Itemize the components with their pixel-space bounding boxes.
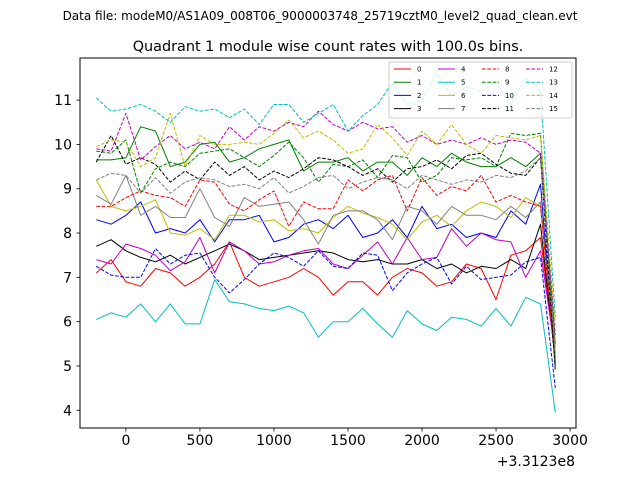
x-tick-label: 3000	[552, 433, 588, 449]
legend-label-10: 10	[505, 92, 514, 100]
legend-label-15: 15	[549, 105, 558, 113]
series-line-10	[96, 248, 556, 389]
plot-area-frame	[79, 57, 577, 429]
x-tick-label: 500	[187, 433, 214, 449]
x-tick-label: 2500	[478, 433, 514, 449]
series-line-4	[96, 228, 556, 353]
legend-label-6: 6	[461, 92, 466, 100]
series-line-6	[95, 179, 556, 353]
x-axis-offset-label: +3.3123e8	[497, 454, 575, 470]
legend-label-4: 4	[461, 66, 466, 74]
y-tick-label: 7	[63, 270, 72, 286]
legend-label-7: 7	[461, 105, 465, 113]
y-tick-label: 6	[63, 315, 72, 331]
chart-title: Quadrant 1 module wise count rates with …	[133, 39, 524, 55]
series-line-14	[96, 112, 556, 327]
series-line-1	[96, 126, 556, 344]
y-tick-label: 8	[63, 226, 72, 242]
legend-label-11: 11	[505, 105, 514, 113]
series-line-15	[96, 157, 556, 349]
y-axis: 4 5 6 7 8 9 10 11	[54, 93, 80, 419]
y-tick-label: 10	[54, 137, 72, 153]
series-line-9	[96, 132, 556, 367]
series-line-3	[96, 223, 556, 362]
series-line-0	[95, 237, 556, 358]
x-tick-label: 2000	[404, 433, 440, 449]
legend-label-3: 3	[417, 105, 421, 113]
x-axis: 0 500 1000 1500 2000 2500 3000	[121, 428, 588, 449]
y-tick-label: 5	[63, 359, 72, 375]
legend-label-0: 0	[417, 66, 421, 74]
series-line-5	[96, 279, 556, 413]
legend-label-2: 2	[417, 92, 421, 100]
x-tick-label: 1500	[330, 433, 366, 449]
y-tick-label: 11	[54, 93, 72, 109]
legend-label-1: 1	[417, 79, 421, 87]
series-line-7	[96, 174, 556, 362]
series-line-11	[95, 135, 556, 371]
legend-label-12: 12	[549, 66, 558, 74]
plot-series-layer	[95, 73, 556, 413]
chart-suptitle: Data file: modeM0/AS1A09_008T06_90000037…	[63, 9, 578, 23]
legend-label-8: 8	[505, 66, 509, 74]
x-tick-label: 0	[121, 433, 130, 449]
legend-label-14: 14	[549, 92, 558, 100]
y-tick-label: 9	[63, 182, 72, 198]
y-tick-label: 4	[63, 403, 72, 419]
legend-label-13: 13	[549, 79, 558, 87]
legend-label-5: 5	[461, 79, 465, 87]
series-line-2	[96, 183, 556, 367]
x-tick-label: 1000	[256, 433, 292, 449]
series-line-12	[96, 110, 556, 335]
series-line-8	[96, 174, 556, 362]
legend-frame	[388, 61, 573, 119]
legend-label-9: 9	[505, 79, 509, 87]
